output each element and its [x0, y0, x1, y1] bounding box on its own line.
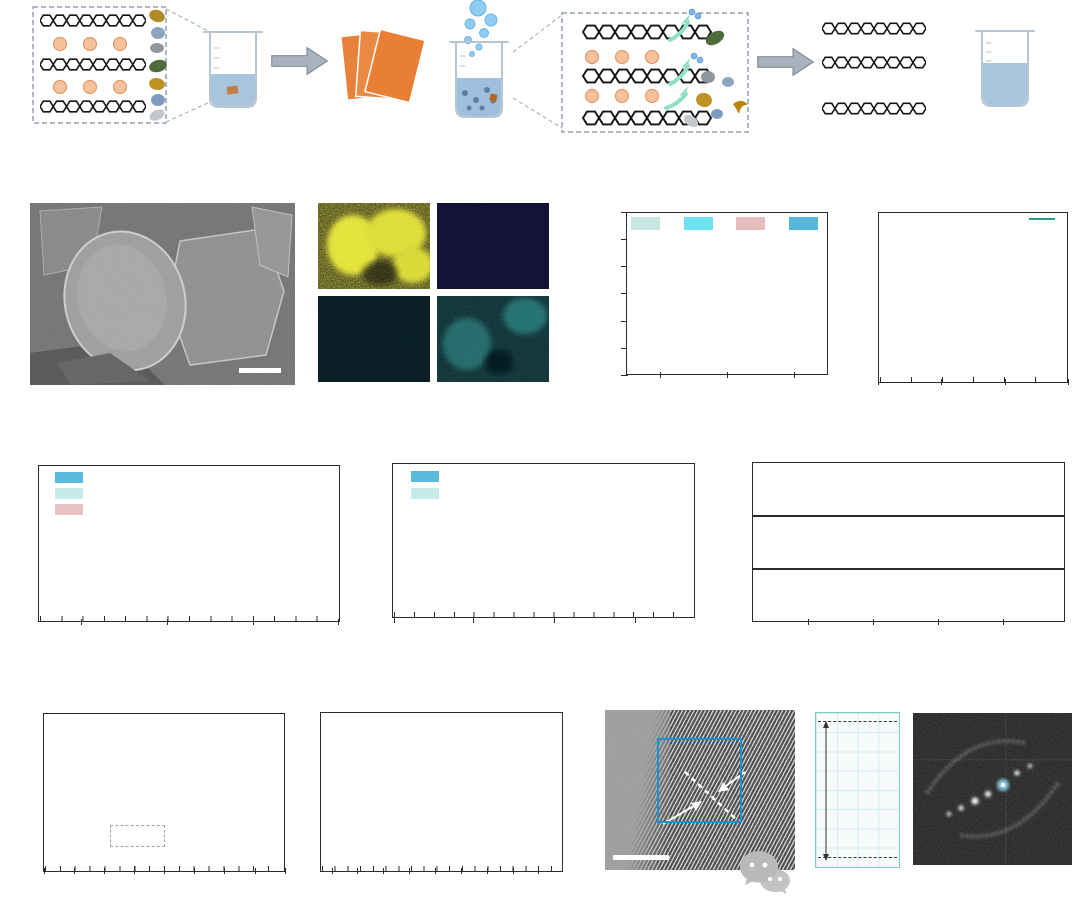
extraction-arrows — [664, 20, 690, 110]
legend-item-c — [788, 217, 823, 230]
trace-panel — [752, 462, 1065, 622]
process-schematic — [32, 0, 1035, 133]
legend-swatch — [411, 488, 439, 499]
o1s-legend — [411, 471, 444, 499]
bar-d-gra — [648, 214, 674, 374]
o1s-plot — [392, 463, 695, 618]
legend-swatch-o — [631, 217, 660, 230]
extraction-inset-box — [561, 12, 749, 133]
divider — [753, 515, 1064, 517]
legend-item-p — [736, 217, 770, 230]
fft-arc-top — [925, 739, 1026, 794]
beaker-li-rich — [975, 30, 1035, 107]
legend-item — [411, 488, 444, 499]
bars-area — [628, 214, 826, 374]
d-gra-inset-box — [32, 6, 167, 124]
graphene-sheet — [581, 24, 713, 40]
fft-arc-bottom — [959, 782, 1060, 838]
profile-span-arrow — [823, 721, 829, 861]
legend-swatch — [55, 488, 83, 499]
legend-swatch-f — [683, 217, 713, 230]
li-ions — [584, 49, 660, 104]
tem-scalebar — [613, 855, 669, 860]
bubbles — [464, 0, 498, 57]
graphene-sheet — [40, 14, 146, 27]
watermark — [737, 843, 803, 899]
beaker-extraction — [449, 0, 509, 118]
bar-chart-plot — [626, 212, 828, 375]
legend-swatch — [55, 504, 83, 515]
eds-map-p — [437, 203, 549, 289]
eds-map-c — [318, 203, 430, 289]
profile-dashed-top — [818, 721, 897, 722]
legend-item — [55, 472, 88, 483]
legend-swatch-c — [788, 217, 818, 230]
profile-dashed-bottom — [818, 857, 897, 858]
minor-ticks — [322, 866, 561, 871]
sem-image — [30, 203, 295, 385]
legend-swatch — [411, 471, 439, 482]
survey-plot — [878, 212, 1068, 383]
r-gra-sheet — [822, 102, 926, 115]
graphene-sheet — [40, 58, 146, 71]
impurity-blobs-released — [683, 30, 748, 128]
divider — [753, 568, 1064, 570]
fft-image — [913, 713, 1072, 865]
sem-scalebar — [239, 368, 281, 373]
xrd-zoom-plot — [320, 712, 563, 872]
fft-spots — [947, 764, 1032, 816]
impurity-blobs-left — [149, 9, 167, 121]
graphene-sheet — [40, 100, 146, 113]
minor-ticks — [880, 377, 1066, 382]
minor-ticks — [394, 612, 693, 617]
survey-legend — [1029, 218, 1061, 220]
lattice-region-box — [657, 738, 742, 823]
legend-item — [411, 471, 444, 482]
legend-item-o — [631, 217, 665, 230]
legend-item — [55, 488, 88, 499]
lattice-measure-line — [684, 771, 738, 821]
bar-legend — [631, 217, 823, 230]
beaker-d-gra — [203, 31, 263, 108]
xrd-plot — [43, 713, 285, 872]
legend-swatch-p — [736, 217, 766, 230]
eds-map-f — [318, 296, 430, 382]
zoom-region-box — [110, 825, 165, 847]
legend-item — [55, 504, 88, 515]
process-arrow-2 — [757, 48, 814, 76]
intensity-profile-plot — [815, 712, 900, 868]
legend-swatch — [55, 472, 83, 483]
hrtem-image — [605, 710, 795, 870]
bar-c-gra — [780, 214, 806, 374]
graphene-sheet — [581, 68, 713, 84]
c1s-plot — [38, 465, 340, 622]
r-gra-sheet — [822, 56, 926, 69]
wechat-icon — [740, 851, 790, 894]
c1s-legend — [55, 472, 88, 515]
minor-ticks — [40, 616, 338, 621]
li-ions — [52, 36, 128, 95]
r-gra-sheet — [822, 22, 926, 35]
legend-line — [1029, 218, 1055, 220]
process-arrow-1 — [271, 47, 328, 75]
eds-map-o — [437, 296, 549, 382]
gas-molecules — [688, 8, 704, 64]
extraction-arrowheads — [679, 14, 690, 96]
cu-current-collector — [339, 28, 426, 104]
callout-lines — [165, 8, 563, 129]
legend-item-f — [683, 217, 718, 230]
bar-w-gra — [714, 214, 740, 374]
